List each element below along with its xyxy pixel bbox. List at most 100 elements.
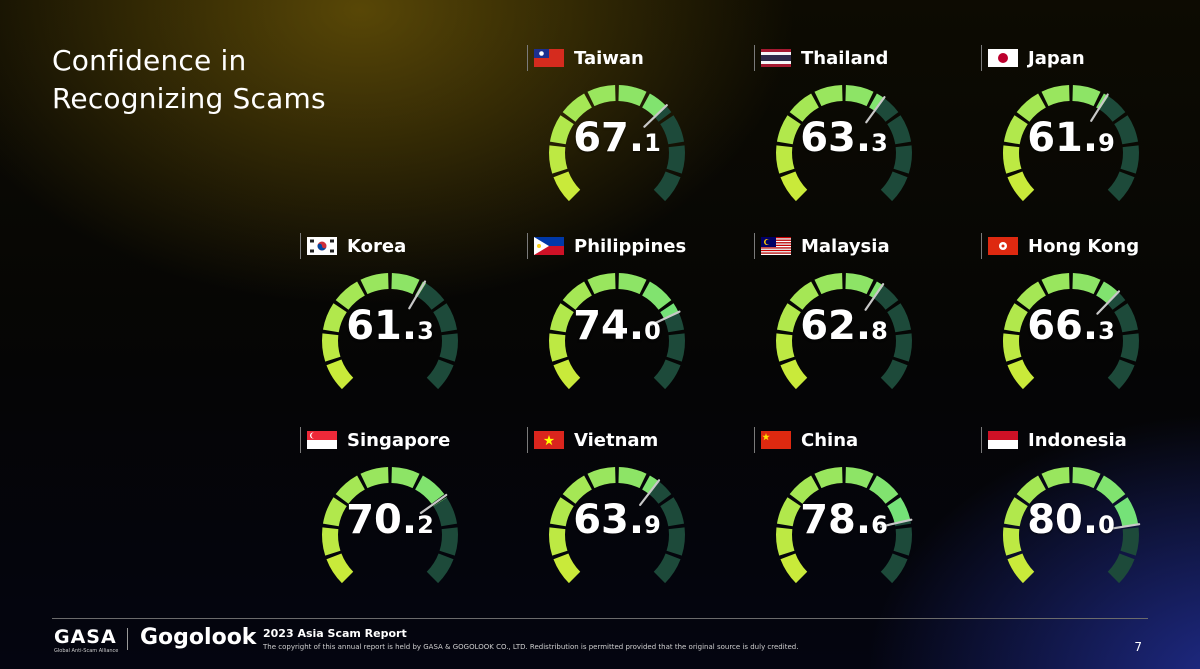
gauge-needle xyxy=(639,479,661,506)
country-name: Taiwan xyxy=(574,47,644,69)
country-header: China xyxy=(754,427,858,453)
gauge-segment-empty xyxy=(1120,145,1139,174)
gauge-needle xyxy=(1090,93,1109,122)
taiwan-flag-icon xyxy=(534,49,564,67)
gauge-segment-empty xyxy=(433,303,458,333)
japan-flag-icon xyxy=(988,49,1018,67)
header-separator xyxy=(981,45,982,71)
header-separator xyxy=(981,427,982,453)
gauge-segment-filled xyxy=(562,281,592,310)
gauge-segment-filled xyxy=(814,467,843,489)
gauge-segment-filled xyxy=(776,527,795,556)
singapore-flag-icon xyxy=(307,431,337,449)
gauge-value: 70.2 xyxy=(300,497,480,543)
header-separator xyxy=(754,45,755,71)
logo-divider xyxy=(127,628,128,650)
hong-kong-flag-icon xyxy=(988,237,1018,255)
gauge-segment-filled xyxy=(780,553,808,584)
gauge-segment-empty xyxy=(1107,292,1126,310)
gauge-segment-filled xyxy=(433,497,447,507)
gauge-segment-filled xyxy=(360,273,389,295)
gauge-segment-empty xyxy=(880,553,908,584)
gauge-segment-filled xyxy=(618,85,647,107)
gauge-segment-filled xyxy=(780,171,808,202)
gauge-value-integer: 74. xyxy=(573,303,645,349)
gauge-segment-filled xyxy=(660,303,680,320)
indonesia-flag-icon xyxy=(988,431,1018,449)
gauge-segment-filled xyxy=(1016,93,1046,122)
gauge-segment-filled xyxy=(1096,475,1126,504)
gauge-segment-filled xyxy=(360,467,389,489)
country-name: Hong Kong xyxy=(1028,235,1140,257)
gauge-value-decimal: 2 xyxy=(417,511,434,539)
gogolook-logo: Gogolook xyxy=(140,625,257,650)
gauge-segment-filled xyxy=(1007,171,1035,202)
gauge-9 xyxy=(776,467,913,584)
gauge-segment-filled xyxy=(335,281,365,310)
gauge-segment-filled xyxy=(391,273,420,295)
gauge-segment-filled xyxy=(587,273,616,295)
gauge-segment-filled xyxy=(869,475,899,504)
gauge-0 xyxy=(549,85,685,202)
gauge-segment-filled xyxy=(1072,85,1101,107)
header-separator xyxy=(754,427,755,453)
gauge-card: Malaysia 62.8 xyxy=(754,233,954,403)
gauge-segment-empty xyxy=(1120,333,1139,362)
country-header: Indonesia xyxy=(981,427,1127,453)
gauge-segment-empty xyxy=(649,481,672,504)
gauge-needle xyxy=(865,96,886,124)
gauge-value: 63.9 xyxy=(527,497,707,543)
gauge-segment-filled xyxy=(549,497,574,527)
gauge-1 xyxy=(776,85,912,202)
country-name: Japan xyxy=(1028,47,1085,69)
gauge-segment-filled xyxy=(322,527,341,556)
gauge-segment-filled xyxy=(549,115,574,145)
gauge-segment-filled xyxy=(587,467,616,489)
report-title: 2023 Asia Scam Report xyxy=(263,627,407,640)
gauge-segment-filled xyxy=(1007,553,1035,584)
gauge-segment-filled xyxy=(562,93,592,122)
gauge-segment-filled xyxy=(1072,273,1101,295)
gauge-segment-filled xyxy=(618,467,647,489)
gauge-segment-empty xyxy=(426,359,454,390)
header-separator xyxy=(300,427,301,453)
gasa-logo-subtext: Global Anti-Scam Alliance xyxy=(54,648,119,654)
gauge-segment-empty xyxy=(880,171,908,202)
gauge-card: China 78.6 xyxy=(754,427,954,597)
gauge-2 xyxy=(1003,85,1139,202)
gauge-segment-empty xyxy=(666,333,685,362)
gauge-segment-filled xyxy=(618,273,647,295)
gauge-value-decimal: 1 xyxy=(644,129,661,157)
gasa-logo-text: GASA xyxy=(54,626,117,648)
title-line-1: Confidence in xyxy=(52,44,247,77)
gauge-segment-filled xyxy=(1003,527,1022,556)
gauge-segment-filled xyxy=(322,497,347,527)
country-header: Korea xyxy=(300,233,406,259)
korea-flag-icon xyxy=(307,237,337,255)
page-title: Confidence in Recognizing Scams xyxy=(52,42,326,118)
country-name: Singapore xyxy=(347,429,451,451)
gauge-segment-filled xyxy=(789,281,819,310)
gauge-value: 67.1 xyxy=(527,115,707,161)
gauge-segment-filled xyxy=(1003,115,1028,145)
gauge-segment-empty xyxy=(887,303,912,333)
gauge-value: 63.3 xyxy=(754,115,934,161)
gauge-segment-filled xyxy=(549,333,568,362)
gauge-segment-filled xyxy=(587,85,616,107)
gauge-segment-empty xyxy=(666,145,685,174)
gauge-segment-empty xyxy=(653,553,681,584)
gauge-segment-filled xyxy=(1041,467,1070,489)
gauge-value-integer: 70. xyxy=(346,497,418,543)
header-separator xyxy=(981,233,982,259)
gauge-segment-filled xyxy=(1096,281,1119,304)
gauge-segment-filled xyxy=(1016,475,1046,504)
gauge-value-integer: 80. xyxy=(1027,497,1099,543)
country-header: Malaysia xyxy=(754,233,890,259)
gauge-needle xyxy=(864,283,885,311)
gauge-5 xyxy=(776,273,912,390)
gauge-value-integer: 62. xyxy=(800,303,872,349)
gauge-segment-empty xyxy=(1099,96,1126,122)
gauge-segment-filled xyxy=(549,145,568,174)
gauge-segment-filled xyxy=(1114,497,1139,527)
gauge-segment-filled xyxy=(814,273,843,295)
